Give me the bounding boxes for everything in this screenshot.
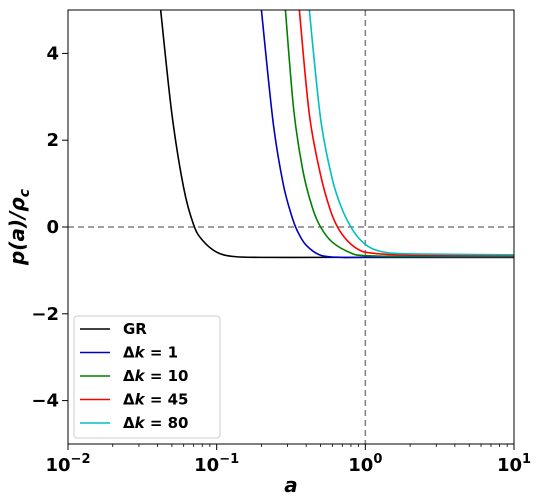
x-axis: 10−2 10−1 100 101 bbox=[45, 444, 531, 476]
x-tick-label-exponent: 1 bbox=[522, 452, 531, 467]
y-tick-label: 4 bbox=[46, 43, 59, 64]
x-axis-label: a bbox=[284, 473, 298, 497]
legend-label-part: k bbox=[135, 367, 146, 385]
legend-label: Δk = 1 bbox=[123, 344, 178, 362]
x-tick-label-base: 10 bbox=[45, 455, 70, 476]
legend-label-part: k bbox=[135, 414, 146, 432]
legend-label-part: k bbox=[135, 391, 146, 409]
legend-label: Δk = 45 bbox=[123, 391, 188, 409]
x-tick-label: 100 bbox=[348, 452, 382, 476]
x-tick-label: 101 bbox=[497, 452, 531, 476]
series-line-3 bbox=[298, 10, 514, 257]
reference-lines bbox=[68, 10, 514, 444]
series-lines bbox=[159, 10, 514, 259]
x-tick-label-base: 10 bbox=[497, 455, 522, 476]
legend-label-part: Δ bbox=[123, 414, 135, 432]
x-tick-label-exponent: −1 bbox=[219, 452, 239, 467]
legend-label-part: Δ bbox=[123, 344, 135, 362]
legend-label-part: = 80 bbox=[145, 414, 189, 432]
x-tick-label-base: 10 bbox=[348, 455, 373, 476]
series-line-2 bbox=[284, 10, 514, 258]
series-line-4 bbox=[308, 10, 514, 256]
x-tick-label: 10−1 bbox=[194, 452, 239, 476]
y-axis-label: p(a)/ρc bbox=[5, 188, 33, 266]
x-tick-label-base: 10 bbox=[194, 455, 219, 476]
y-tick-label: −4 bbox=[31, 391, 59, 412]
legend-label-part: Δ bbox=[123, 391, 135, 409]
y-tick-label: 2 bbox=[46, 130, 59, 151]
legend-label-part: k bbox=[135, 344, 146, 362]
x-tick-label: 10−2 bbox=[45, 452, 90, 476]
y-axis-label-subscript: c bbox=[17, 188, 33, 197]
legend-label-part: GR bbox=[123, 320, 147, 338]
legend-label: Δk = 80 bbox=[123, 414, 188, 432]
y-axis: −4 −2 0 2 4 bbox=[31, 43, 68, 412]
legend-label: Δk = 10 bbox=[123, 367, 188, 385]
y-tick-label: 0 bbox=[46, 217, 59, 238]
legend-label-part: Δ bbox=[123, 367, 135, 385]
y-axis-label-main: p(a)/ρ bbox=[5, 197, 29, 266]
legend-box bbox=[73, 315, 221, 439]
legend-label-part: = 1 bbox=[145, 344, 178, 362]
x-tick-label-exponent: −2 bbox=[71, 452, 91, 467]
legend-label-part: = 45 bbox=[145, 391, 189, 409]
legend-label-part: = 10 bbox=[145, 367, 189, 385]
y-tick-label: −2 bbox=[31, 304, 59, 325]
x-tick-label-exponent: 0 bbox=[373, 452, 382, 467]
series-line-1 bbox=[260, 10, 514, 259]
legend-label: GR bbox=[123, 320, 147, 338]
